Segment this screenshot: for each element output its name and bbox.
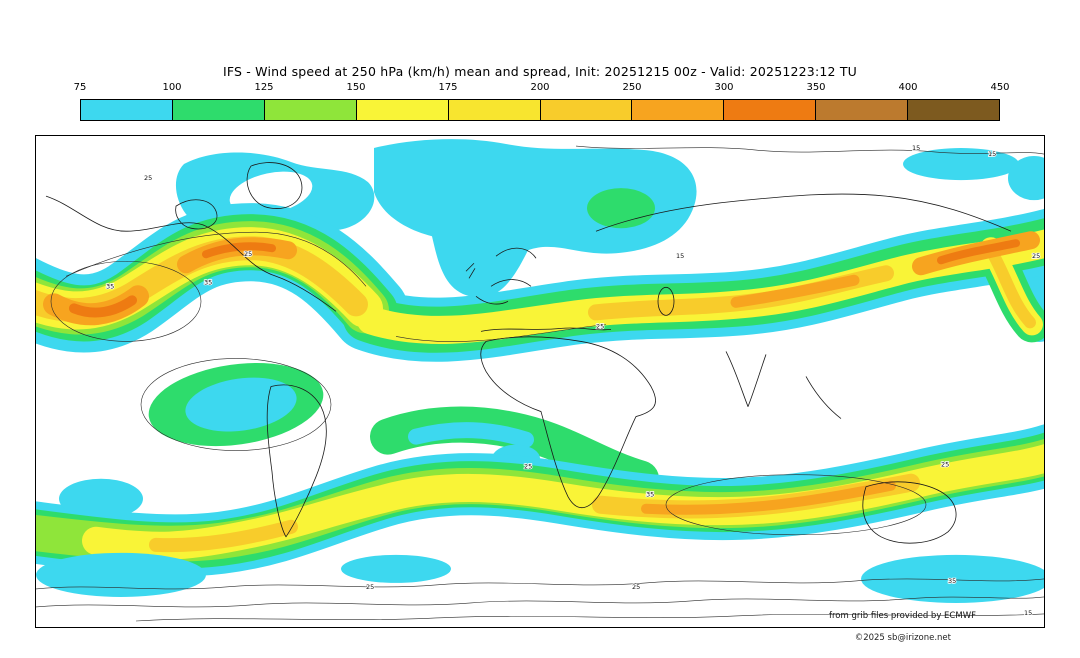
contour-label: 25	[596, 322, 604, 330]
colorbar-tick: 100	[162, 82, 182, 93]
contour-label: 25	[366, 583, 374, 591]
colorbar-segment-250-300	[632, 100, 725, 120]
contour-label: 35	[646, 491, 654, 499]
contour-labels: 25 15 15 35 35 25 25 15 25 25 35 25 25 25 35 15	[105, 143, 1041, 618]
contour-label: 15	[988, 150, 996, 158]
colorbar-segment-350-400	[816, 100, 909, 120]
colorbar-tick: 400	[898, 82, 918, 93]
colorbar-legend: 75 100 125 150 175 200 250 300 350 400 450	[74, 82, 1010, 124]
contour-label: 35	[106, 282, 114, 290]
colorbar-tick: 75	[73, 82, 87, 93]
colorbar-segment-75-100	[81, 100, 173, 120]
jet-stream-south	[36, 424, 1044, 577]
attribution-ecmwf: from grib files provided by ECMWF	[829, 611, 976, 621]
colorbar-segment-100-125	[172, 100, 265, 120]
colorbar-tick: 350	[806, 82, 826, 93]
contour-label: 25	[144, 174, 152, 182]
contour-label: 35	[204, 278, 212, 286]
colorbar-segment-175-200	[448, 100, 541, 120]
contour-label: 25	[632, 583, 640, 591]
map-frame: 25 15 15 35 35 25 25 15 25 25 35 25 25 25 35 15 from gr…	[35, 135, 1045, 628]
colorbar-bar	[80, 99, 1000, 121]
colorbar-ticks: 75 100 125 150 175 200 250 300 350 400 450	[74, 82, 1010, 96]
colorbar-tick: 125	[254, 82, 274, 93]
contour-label: 25	[1032, 252, 1040, 260]
colorbar-segment-125-150	[264, 100, 357, 120]
colorbar-tick: 300	[714, 82, 734, 93]
contour-label: 25	[244, 250, 252, 258]
colorbar-segment-400-450	[908, 100, 1000, 120]
tropics-regions	[148, 363, 659, 497]
colorbar-segment-200-250	[540, 100, 633, 120]
contour-label: 15	[912, 144, 920, 152]
colorbar-tick: 150	[346, 82, 366, 93]
colorbar-tick: 450	[990, 82, 1010, 93]
colorbar-tick: 175	[438, 82, 458, 93]
world-wind-map: 25 15 15 35 35 25 25 15 25 25 35 25 25 25 35 15	[36, 139, 1044, 622]
contour-label: 35	[948, 577, 956, 585]
chart-title: IFS - Wind speed at 250 hPa (km/h) mean …	[222, 64, 858, 79]
contour-label: 25	[941, 461, 949, 469]
colorbar-tick: 200	[530, 82, 550, 93]
spread-contours	[36, 145, 1044, 622]
coastlines	[45, 162, 1012, 544]
contour-label: 15	[1024, 609, 1032, 617]
antarctic-cyan-regions	[36, 552, 1044, 603]
colorbar-segment-150-175	[356, 100, 449, 120]
jet-stream-north	[36, 203, 1044, 362]
contour-label: 25	[524, 463, 532, 471]
colorbar-tick: 250	[622, 82, 642, 93]
attribution-copyright: ©2025 sb@irizone.net	[854, 633, 951, 643]
contour-label: 15	[676, 252, 684, 260]
colorbar-segment-300-350	[724, 100, 817, 120]
